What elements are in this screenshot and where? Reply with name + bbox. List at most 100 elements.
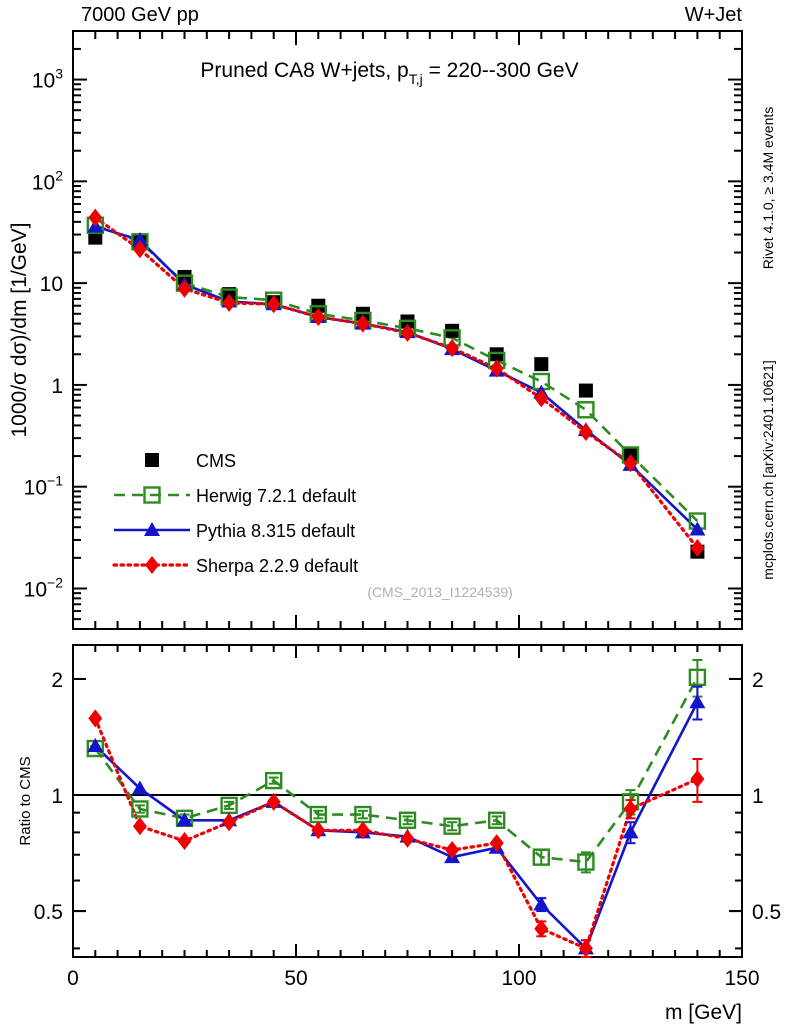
data-point [400, 323, 415, 342]
y-axis-title-ratio: Ratio to CMS [17, 756, 34, 845]
x-tick-label: 150 [724, 967, 759, 990]
data-point [311, 307, 326, 326]
legend-label: Sherpa 2.2.9 default [196, 556, 358, 576]
ratio-data-point [690, 770, 705, 789]
ratio-data-point [689, 694, 706, 709]
y-tick-label-main: 1 [51, 375, 63, 398]
header-row: 7000 GeV pp W+Jet [81, 4, 742, 26]
ratio-data-point [355, 821, 370, 840]
data-point [623, 454, 638, 473]
y-tick-label-main: 103 [32, 66, 63, 93]
y-tick-label-ratio-right: 1 [752, 785, 764, 808]
ratio-data-point [311, 821, 326, 840]
ratio-data-point [622, 824, 639, 839]
data-point [689, 521, 706, 536]
data-point [177, 279, 192, 298]
ratio-data-point [488, 811, 506, 829]
y-tick-label-ratio-left: 1 [51, 785, 63, 808]
ratio-data-point [265, 771, 283, 790]
data-point [131, 232, 148, 247]
ratio-markers-sherpa [88, 709, 705, 958]
y-axis-title-main: 1000/σ dσ)/dm [1/GeV] [8, 222, 31, 437]
x-axis-title: m [GeV] [665, 1001, 742, 1024]
ratio-data-point [222, 813, 237, 832]
ratio-data-point [177, 831, 192, 850]
analysis-watermark: (CMS_2013_I1224539) [367, 584, 513, 600]
ratio-data-point [176, 812, 193, 827]
legend-marker [143, 486, 161, 504]
x-tick-label: 0 [67, 967, 79, 990]
legend-marker [145, 556, 159, 574]
y-tick-label-ratio-right: 0.5 [752, 901, 781, 924]
data-point [445, 339, 460, 358]
ratio-data-point [489, 834, 504, 853]
data-point [578, 422, 593, 441]
ratio-data-point [132, 817, 147, 836]
data-point [578, 383, 593, 398]
data-point [132, 240, 147, 259]
side-label-rivet: Rivet 4.1.0, ≥ 3.4M events [760, 107, 776, 270]
legend-marker [144, 522, 160, 536]
y-tick-label-main: 102 [32, 167, 63, 194]
y-tick-label-main: 10 [40, 273, 63, 296]
ratio-data-point [532, 848, 550, 866]
data-point [88, 230, 103, 245]
ratio-data-point [445, 841, 460, 860]
ratio-data-point [533, 896, 550, 911]
data-point [534, 389, 549, 408]
data-point [534, 357, 549, 372]
series-markers-herwig [86, 216, 707, 530]
ratio-panel: 2 2 1 1 0.5 0.5 0 50 100 150 m [GeV] Ratio to CMS [17, 644, 781, 1024]
x-tick-label: 100 [501, 967, 536, 990]
ratio-data-point [623, 799, 638, 818]
series-markers-pythia [87, 218, 706, 536]
ratio-markers-pythia [87, 685, 706, 958]
ratio-data-point [577, 853, 595, 871]
ratio-data-point [266, 792, 281, 811]
y-tick-label-ratio-right: 2 [752, 669, 764, 692]
series-line-herwig [94, 224, 699, 522]
data-point [690, 538, 705, 557]
ratio-data-point [443, 817, 461, 835]
side-labels: Rivet 4.1.0, ≥ 3.4M events mcplots.cern.c… [760, 107, 776, 580]
x-tick-label: 50 [284, 967, 307, 990]
ratio-data-point [398, 811, 417, 829]
data-point [623, 446, 638, 461]
ratio-data-point [400, 829, 415, 848]
data-point [355, 314, 370, 333]
ratio-data-point [131, 780, 148, 795]
series-line-sherpa [93, 216, 699, 550]
y-tick-label-main: 10−2 [24, 574, 64, 601]
ratio-data-point [534, 919, 549, 938]
plot-title: Pruned CA8 W+jets, pT,j = 220--300 GeV [200, 59, 578, 87]
data-point [489, 347, 504, 362]
header-right: W+Jet [685, 4, 743, 26]
ratio-data-point [131, 800, 149, 818]
data-point [88, 208, 103, 227]
y-tick-label-ratio-left: 2 [51, 669, 63, 692]
legend: CMS Herwig 7.2.1 default Pythia 8.315 defa… [112, 451, 358, 576]
ratio-data-point [88, 709, 103, 728]
data-point [266, 295, 281, 314]
legend-label: Pythia 8.315 default [196, 521, 355, 541]
data-point [222, 293, 237, 312]
ratio-plot-frame [72, 644, 743, 958]
series-markers-cms [88, 230, 705, 559]
legend-label: Herwig 7.2.1 default [196, 486, 356, 506]
y-tick-label-main: 10−1 [24, 473, 64, 500]
side-label-mcplots: mcplots.cern.ch [arXiv:2401.10621] [760, 360, 776, 579]
y-tick-label-ratio-left: 0.5 [34, 901, 63, 924]
header-left: 7000 GeV pp [81, 4, 199, 26]
legend-label: CMS [196, 451, 236, 471]
legend-marker [145, 453, 159, 467]
ratio-data-point [578, 939, 593, 958]
data-point [489, 359, 504, 378]
data-point [577, 401, 595, 419]
series-markers-sherpa [88, 208, 705, 557]
ratio-data-point [87, 738, 104, 753]
ratio-data-point [688, 668, 707, 687]
ratio-line-sherpa [93, 716, 699, 951]
